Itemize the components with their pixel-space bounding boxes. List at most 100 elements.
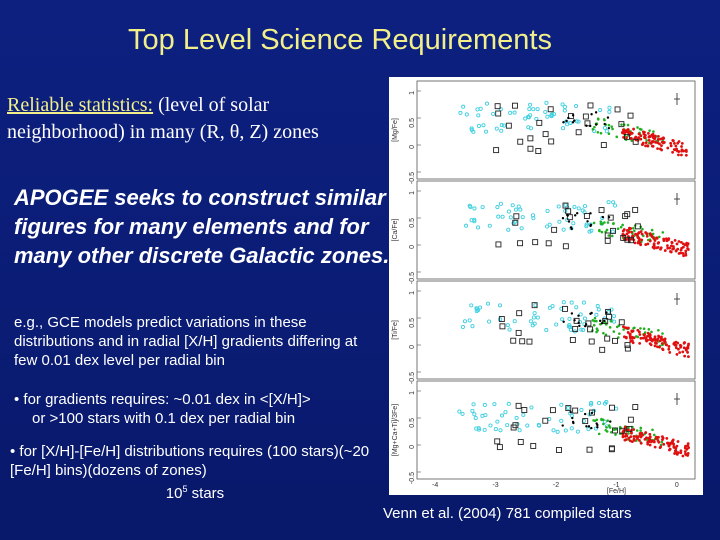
- thin-disk-star: [638, 431, 642, 435]
- halo-star: [579, 407, 584, 413]
- halo-star: [460, 324, 465, 330]
- halo-star: [467, 203, 472, 208]
- thin-disk-star: [667, 347, 671, 351]
- halo-star: [523, 116, 528, 121]
- thin-disk-star: [681, 251, 685, 255]
- thin-disk-star: [627, 436, 631, 440]
- halo-star: [535, 315, 540, 320]
- panel-ytick: 1: [409, 291, 416, 295]
- dsph-star: [512, 219, 519, 226]
- thin-disk-star: [662, 237, 666, 241]
- thin-disk-star: [676, 440, 680, 443]
- dsph-star: [587, 326, 594, 333]
- thick-disk-star: [596, 131, 600, 134]
- dsph-star: [515, 329, 522, 336]
- dwarf-star: [561, 424, 564, 427]
- thick-disk-star: [645, 139, 648, 142]
- dwarf-star: [606, 116, 610, 119]
- halo-star: [476, 113, 481, 118]
- dsph-star: [604, 237, 611, 244]
- dwarf-star: [603, 319, 606, 322]
- dsph-star: [532, 239, 539, 246]
- halo-star: [559, 306, 564, 311]
- panel-ylabel: [Mg/Fe]: [392, 118, 399, 142]
- thick-disk-star: [603, 221, 606, 224]
- halo-star: [462, 319, 468, 324]
- dwarf-star: [585, 425, 588, 428]
- thin-disk-star: [643, 437, 647, 441]
- thick-disk-star: [612, 428, 616, 431]
- dsph-star: [632, 206, 639, 213]
- x-tick: -2: [553, 482, 559, 489]
- thin-disk-star: [636, 437, 639, 441]
- halo-star: [470, 324, 475, 329]
- halo-star: [554, 322, 559, 327]
- dwarf-star: [594, 123, 598, 126]
- thin-disk-star: [639, 336, 643, 340]
- dsph-star: [572, 407, 579, 414]
- halo-star: [482, 427, 487, 432]
- thin-disk-star: [622, 325, 625, 329]
- dsph-star: [600, 142, 607, 149]
- halo-star: [528, 102, 533, 107]
- thin-disk-star: [672, 148, 676, 151]
- halo-star: [495, 205, 500, 210]
- thin-disk-star: [676, 451, 680, 455]
- halo-star: [472, 206, 477, 211]
- halo-star: [476, 427, 481, 432]
- figure-credit: Venn et al. (2004) 781 compiled stars: [383, 505, 632, 522]
- dsph-star: [606, 313, 613, 320]
- halo-star: [597, 400, 602, 406]
- thick-disk-star: [599, 131, 603, 135]
- halo-star: [497, 303, 503, 308]
- dwarf-star: [589, 212, 592, 215]
- gradients-line1: • for gradients requires: ~0.01 dex in <…: [14, 391, 311, 408]
- thin-disk-star: [626, 331, 630, 334]
- thin-disk-star: [678, 351, 682, 354]
- dwarf-star: [585, 124, 588, 127]
- halo-star: [532, 311, 537, 316]
- dsph-star: [548, 138, 555, 145]
- apogee-text: APOGEE seeks to construct similar figure…: [14, 185, 390, 268]
- halo-star: [547, 222, 552, 227]
- thick-disk-star: [639, 429, 642, 432]
- thick-disk-star: [607, 234, 611, 237]
- thick-disk-star: [593, 316, 597, 320]
- thick-disk-star: [592, 221, 596, 225]
- thick-disk-star: [639, 426, 643, 430]
- thin-disk-star: [669, 141, 673, 145]
- panel-ytick: 1: [409, 191, 416, 195]
- halo-star: [568, 120, 573, 126]
- dsph-star: [626, 425, 633, 432]
- thin-disk-star: [644, 144, 647, 148]
- dsph-star: [589, 409, 595, 416]
- thin-disk-star: [685, 150, 688, 153]
- dsph-star: [495, 110, 502, 117]
- dsph-star: [549, 407, 556, 414]
- dsph-star: [624, 342, 631, 349]
- halo-star: [520, 215, 525, 220]
- thin-disk-star: [632, 336, 636, 340]
- halo-star: [476, 225, 481, 230]
- dwarf-star: [589, 124, 592, 128]
- thin-disk-star: [628, 227, 631, 231]
- dwarf-star: [566, 214, 569, 217]
- dsph-star: [627, 112, 634, 119]
- halo-star: [533, 303, 538, 308]
- dsph-star: [562, 202, 569, 209]
- halo-star: [506, 227, 511, 232]
- thin-disk-star: [621, 433, 625, 437]
- halo-star: [521, 412, 526, 417]
- panel-ytick: 1: [409, 91, 416, 95]
- thin-disk-star: [648, 239, 652, 243]
- thin-disk-star: [670, 240, 674, 244]
- thick-disk-star: [642, 327, 646, 331]
- thin-disk-star: [630, 131, 634, 135]
- dwarf-star: [590, 426, 593, 430]
- thick-disk-star: [615, 325, 619, 329]
- panel-ytick: 0: [409, 145, 416, 149]
- dsph-star: [517, 138, 524, 145]
- thin-disk-star: [673, 343, 677, 347]
- halo-star: [606, 200, 611, 205]
- thick-disk-star: [619, 225, 623, 229]
